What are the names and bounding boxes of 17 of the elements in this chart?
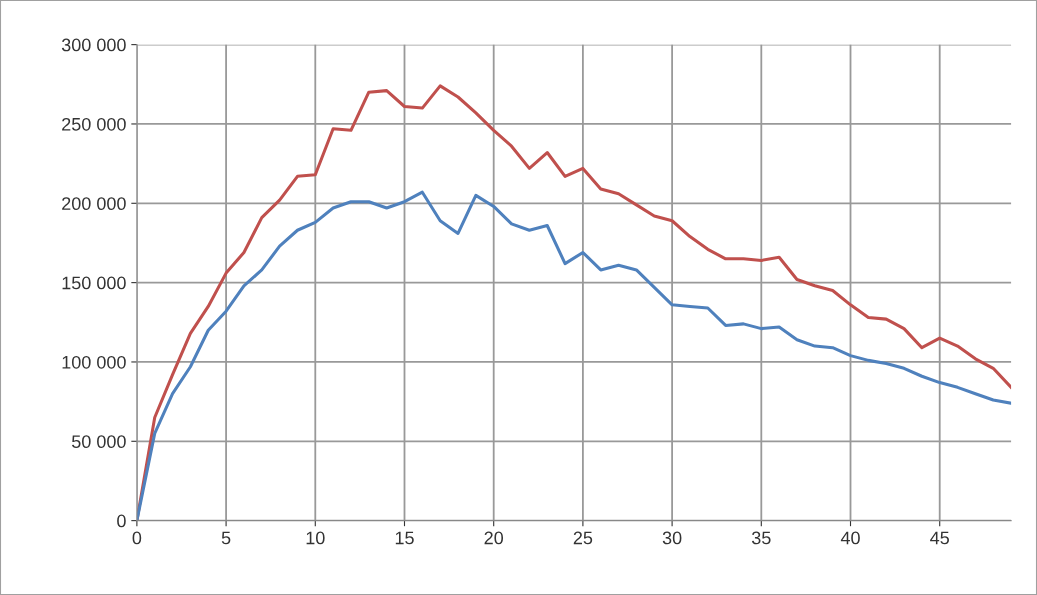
y-tick-label: 100 000 [62,355,126,369]
x-tick-label: 45 [930,531,949,545]
x-tick-label: 30 [662,531,682,545]
x-tick-label: 35 [751,531,771,545]
x-tick-label: 15 [395,531,414,545]
y-tick-label: 0 [117,514,126,528]
x-tick-label: 10 [306,531,325,545]
y-tick-label: 150 000 [62,276,126,290]
x-tick-label: 40 [840,531,860,545]
x-tick-label: 5 [221,531,231,545]
y-tick-label: 200 000 [62,197,126,211]
x-tick-label: 25 [573,531,593,545]
x-tick-label: 0 [132,531,142,545]
x-tick-label: 20 [484,531,504,545]
y-tick-label: 300 000 [61,38,126,52]
y-tick-label: 250 000 [62,117,126,131]
y-tick-label: 50 000 [71,435,126,449]
